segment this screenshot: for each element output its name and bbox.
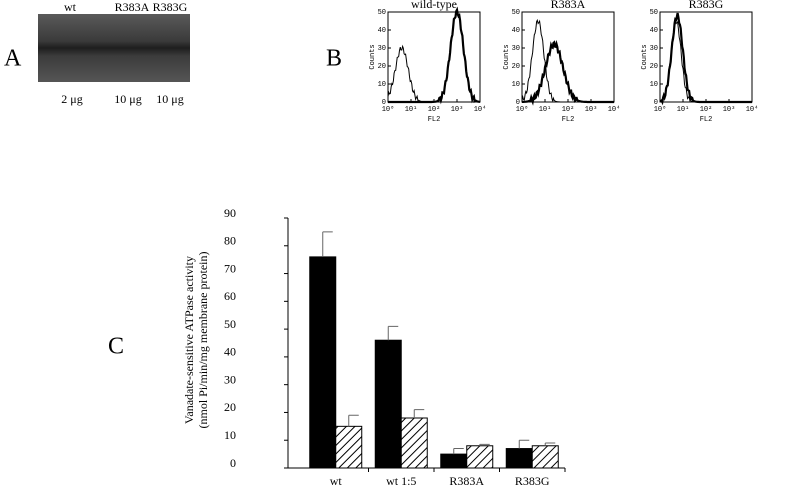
x-tick-label: 10³ — [451, 106, 464, 114]
histogram-curve — [388, 6, 480, 105]
x-tick-label: wt — [330, 474, 343, 488]
error-bar — [387, 325, 399, 341]
y-tick-label: 0 — [382, 99, 386, 107]
histogram-curve — [522, 39, 614, 106]
y-tick-label: 50 — [378, 9, 386, 17]
x-axis-title: FL2 — [562, 116, 575, 124]
histogram-title: R383A — [551, 0, 586, 11]
bar — [505, 448, 533, 469]
y-tick-label: 70 — [224, 261, 236, 275]
x-tick-label: R383G — [515, 474, 550, 488]
histogram-title: R383G — [689, 0, 724, 11]
flow-histograms: wild-type Counts FL2 0 10 20 30 40 50 10⁰ 10¹ 10² 10… — [369, 0, 758, 124]
y-axis-title: Counts — [369, 44, 377, 69]
bar-chart: 0 10 20 30 40 50 60 70 80 90 wt wt 1:5 R383A R383G — [224, 206, 566, 488]
x-tick-label: 10⁰ — [654, 105, 667, 114]
y-axis-title: Counts — [641, 44, 649, 69]
panel-label: C — [108, 334, 124, 360]
lane-label: wt — [64, 0, 77, 14]
y-tick-label: 30 — [224, 372, 236, 386]
panel-label: A — [4, 46, 22, 72]
y-tick-label: 30 — [378, 45, 386, 53]
lane-label: R383G — [153, 0, 188, 14]
y-tick-label: 20 — [378, 63, 386, 71]
x-tick-label: 10⁴ — [474, 106, 487, 114]
blot-image — [38, 14, 190, 82]
bar — [466, 445, 494, 469]
x-tick-label: 10⁰ — [382, 105, 395, 114]
x-tick-label: 10⁴ — [746, 106, 759, 114]
x-tick-label: 10¹ — [677, 106, 690, 114]
bar — [440, 453, 468, 469]
y-axis-title-line: (nmol Pi/min/mg membrane protein) — [196, 252, 210, 429]
x-tick-label: 10² — [700, 106, 713, 114]
y-tick-label: 30 — [650, 45, 658, 53]
x-axis-title: FL2 — [428, 116, 441, 124]
y-tick-label: 20 — [650, 63, 658, 71]
y-tick-label: 90 — [224, 206, 236, 220]
y-tick-label: 80 — [224, 234, 236, 248]
y-tick-label: 0 — [230, 456, 236, 470]
x-tick-label: 10³ — [585, 106, 598, 114]
bar — [309, 256, 337, 469]
x-tick-label: 10⁰ — [516, 105, 529, 114]
error-bar — [322, 231, 333, 257]
y-tick-label: 10 — [650, 81, 658, 89]
amount-label: 10 μg — [114, 92, 141, 106]
lane-label: R383A — [115, 0, 150, 14]
x-tick-label: 10³ — [723, 106, 736, 114]
error-bar — [479, 443, 490, 446]
bar — [531, 445, 559, 469]
y-axis-title-line: Vanadate-sensitive ATPase activity — [182, 256, 196, 424]
x-tick-label: 10² — [428, 106, 441, 114]
y-tick-label: 10 — [378, 81, 386, 89]
error-bar — [544, 442, 556, 446]
y-tick-label: 0 — [516, 99, 520, 107]
x-tick-label: wt 1:5 — [386, 474, 416, 488]
y-tick-label: 30 — [512, 45, 520, 53]
y-tick-label: 50 — [224, 317, 236, 331]
x-tick-label: 10¹ — [405, 106, 418, 114]
y-tick-label: 10 — [512, 81, 520, 89]
error-bar — [518, 439, 530, 449]
amount-label: 2 μg — [61, 92, 82, 106]
y-tick-label: 10 — [224, 428, 236, 442]
error-bar — [413, 409, 425, 418]
y-axis-title: Vanadate-sensitive ATPase activity (nmol… — [182, 252, 210, 429]
y-tick-label: 40 — [378, 27, 386, 35]
y-tick-label: 60 — [224, 289, 236, 303]
panel-label: B — [326, 46, 342, 72]
y-tick-label: 50 — [650, 9, 658, 17]
bar — [335, 425, 363, 469]
y-tick-label: 50 — [512, 9, 520, 17]
x-tick-label: 10⁴ — [608, 106, 621, 114]
bar — [374, 339, 402, 469]
y-tick-label: 20 — [224, 400, 236, 414]
x-tick-label: 10¹ — [539, 106, 552, 114]
histogram-curve — [659, 12, 752, 106]
x-tick-label: 10² — [562, 106, 575, 114]
y-tick-label: 20 — [512, 63, 520, 71]
error-bar — [348, 414, 359, 427]
y-tick-label: 0 — [654, 99, 658, 107]
y-tick-label: 40 — [512, 27, 520, 35]
x-tick-label: R383A — [449, 474, 484, 488]
plot-frame — [387, 11, 481, 103]
y-axis-title: Counts — [503, 44, 511, 69]
y-tick-label: 40 — [224, 345, 236, 359]
x-axis-title: FL2 — [700, 116, 713, 124]
error-bar — [453, 448, 464, 455]
histogram-title: wild-type — [411, 0, 457, 11]
amount-label: 10 μg — [156, 92, 183, 106]
y-tick-label: 40 — [650, 27, 658, 35]
bar — [400, 417, 428, 469]
